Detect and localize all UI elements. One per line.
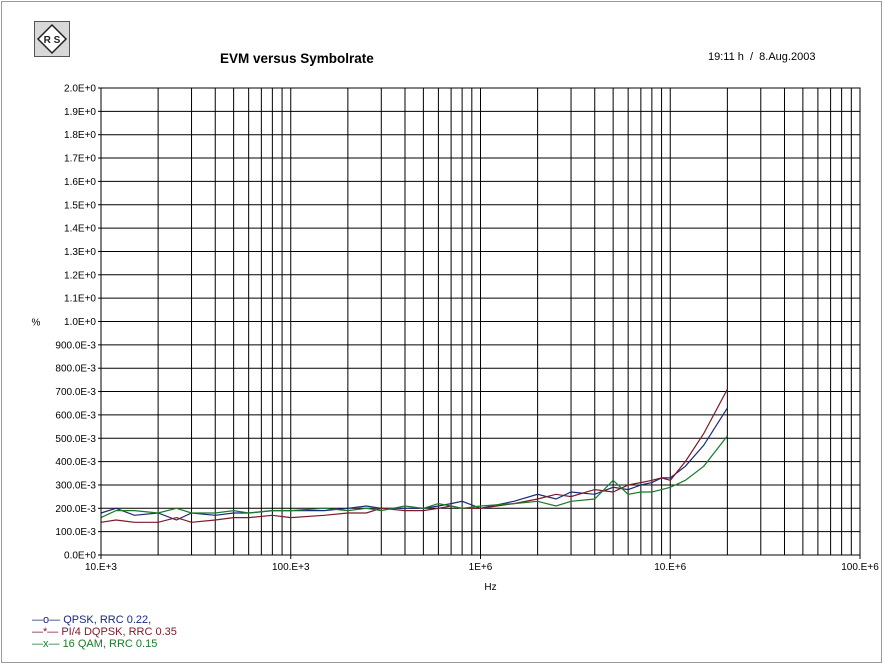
rs-logo-icon: R S — [34, 21, 70, 57]
timestamp: 19:11 h / 8.Aug.2003 — [708, 51, 816, 63]
x-tick-label: 10.E+6 — [654, 562, 686, 573]
grid — [100, 87, 860, 556]
y-tick-label: 1.8E+0 — [64, 130, 96, 141]
y-axis-label: % — [32, 318, 41, 329]
legend-marker: —x— — [32, 638, 63, 650]
logo-text: R S — [44, 35, 61, 46]
series-line-1 — [100, 407, 728, 521]
y-tick-label: 500.0E-3 — [55, 434, 96, 445]
y-tick-label: 2.0E+0 — [64, 84, 96, 95]
x-tick-label: 10.E+3 — [85, 562, 117, 573]
y-tick-label: 1.3E+0 — [64, 247, 96, 258]
series-line-3 — [100, 435, 728, 519]
legend-marker: —*— — [32, 626, 62, 638]
series-group — [100, 388, 728, 523]
y-tick-label: 1.7E+0 — [64, 154, 96, 165]
y-tick-label: 600.0E-3 — [55, 410, 96, 421]
y-tick-label: 1.5E+0 — [64, 200, 96, 211]
legend-entry-1: —o— QPSK, RRC 0.22, — [32, 614, 177, 626]
y-axis: 0.0E+0 100.0E-3 200.0E-3 300.0E-3 400.0E-3 50… — [55, 84, 101, 562]
legend: —o— QPSK, RRC 0.22, —*— PI/4 DQPSK, RRC 0… — [32, 614, 177, 650]
y-tick-label: 300.0E-3 — [55, 480, 96, 491]
y-tick-label: 1.9E+0 — [64, 107, 96, 118]
legend-marker: —o— — [32, 614, 64, 626]
legend-label: 16 QAM, RRC 0.15 — [62, 638, 158, 650]
x-tick-label: 100.E+3 — [272, 562, 310, 573]
y-tick-label: 1.6E+0 — [64, 177, 96, 188]
y-tick-label: 1.0E+0 — [64, 317, 96, 328]
legend-entry-2: —*— PI/4 DQPSK, RRC 0.35 — [32, 626, 177, 638]
y-tick-label: 200.0E-3 — [55, 504, 96, 515]
series-line-2 — [100, 388, 728, 523]
y-tick-label: 700.0E-3 — [55, 387, 96, 398]
chart-title: EVM versus Symbolrate — [220, 51, 374, 66]
x-tick-label: 100.E+6 — [841, 562, 879, 573]
y-tick-label: 1.4E+0 — [64, 224, 96, 235]
y-tick-label: 100.0E-3 — [55, 527, 96, 538]
legend-label: PI/4 DQPSK, RRC 0.35 — [61, 626, 177, 638]
y-tick-label: 1.1E+0 — [64, 294, 96, 305]
y-tick-label: 900.0E-3 — [55, 340, 96, 351]
x-axis: 10.E+3 100.E+3 1E+6 10.E+6 100.E+6 — [85, 555, 879, 573]
y-tick-label: 800.0E-3 — [55, 364, 96, 375]
y-tick-label: 0.0E+0 — [64, 551, 96, 562]
x-tick-label: 1E+6 — [469, 562, 493, 573]
x-axis-label: Hz — [484, 582, 496, 593]
y-tick-label: 1.2E+0 — [64, 270, 96, 281]
y-tick-label: 400.0E-3 — [55, 457, 96, 468]
legend-label: QPSK, RRC 0.22, — [63, 614, 152, 626]
legend-entry-3: —x— 16 QAM, RRC 0.15 — [32, 638, 177, 650]
